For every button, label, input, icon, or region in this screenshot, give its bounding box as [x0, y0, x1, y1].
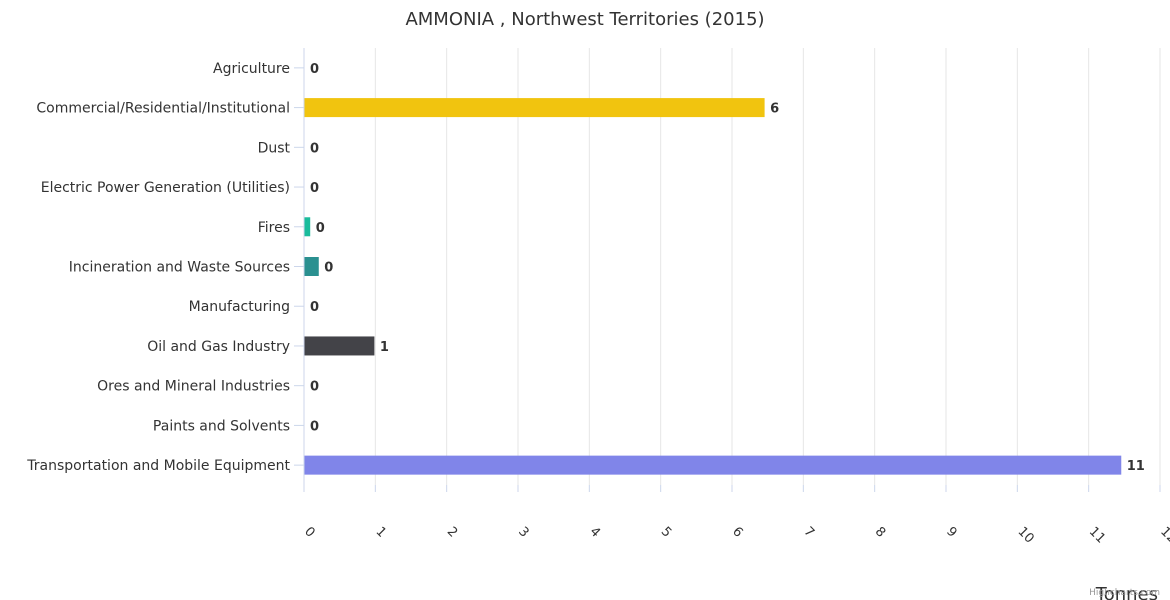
data-label: 11 — [1127, 459, 1145, 474]
category-label: Fires — [258, 220, 290, 236]
x-axis-ticks: 0 1 2 3 4 5 6 7 8 9 10 11 12 — [301, 524, 1170, 546]
x-tick-label: 1 — [373, 524, 389, 540]
x-tick-label: 7 — [801, 524, 817, 540]
credits-link[interactable]: Highcharts.com — [1089, 588, 1160, 598]
data-label: 0 — [310, 419, 319, 434]
x-tick-label: 0 — [301, 524, 317, 540]
grid — [294, 48, 1161, 492]
chart-title: AMMONIA , Northwest Territories (2015) — [405, 9, 764, 30]
x-tick-label: 11 — [1086, 524, 1108, 546]
category-label: Transportation and Mobile Equipment — [26, 458, 290, 474]
x-axis-title: Tonnes — [1095, 584, 1158, 600]
data-label: 6 — [770, 102, 779, 117]
bar[interactable] — [304, 257, 319, 276]
x-tick-label: 6 — [729, 524, 745, 540]
category-label: Agriculture — [213, 61, 290, 77]
category-label: Electric Power Generation (Utilities) — [41, 180, 290, 196]
bar[interactable] — [304, 455, 1122, 475]
x-tick-label: 9 — [943, 524, 959, 540]
x-tick-label: 5 — [658, 524, 674, 540]
data-label: 0 — [324, 261, 333, 276]
data-label: 0 — [310, 181, 319, 196]
bar[interactable] — [304, 336, 375, 356]
x-tick-label: 8 — [872, 524, 888, 540]
data-labels: 0 6 0 0 0 0 0 1 0 0 11 — [310, 62, 1145, 474]
category-label: Dust — [258, 140, 291, 156]
bar[interactable] — [304, 217, 311, 237]
category-label: Commercial/Residential/Institutional — [36, 101, 290, 117]
x-tick-label: 2 — [444, 524, 460, 540]
bar[interactable] — [304, 98, 765, 118]
data-label: 0 — [310, 300, 319, 315]
data-label: 0 — [316, 221, 325, 236]
category-label: Oil and Gas Industry — [147, 339, 290, 355]
x-tick-label: 4 — [587, 524, 603, 540]
bars — [304, 98, 1122, 475]
x-tick-label: 10 — [1015, 524, 1037, 546]
x-tick-label: 12 — [1157, 524, 1170, 546]
data-label: 0 — [310, 141, 319, 156]
category-label: Ores and Mineral Industries — [97, 379, 290, 395]
category-label: Manufacturing — [189, 299, 290, 315]
data-label: 0 — [310, 380, 319, 395]
category-label: Paints and Solvents — [153, 418, 290, 434]
category-labels: Agriculture Commercial/Residential/Instit… — [26, 61, 290, 474]
data-label: 1 — [380, 340, 389, 355]
category-label: Incineration and Waste Sources — [69, 260, 290, 276]
data-label: 0 — [310, 62, 319, 77]
x-tick-label: 3 — [515, 524, 531, 540]
